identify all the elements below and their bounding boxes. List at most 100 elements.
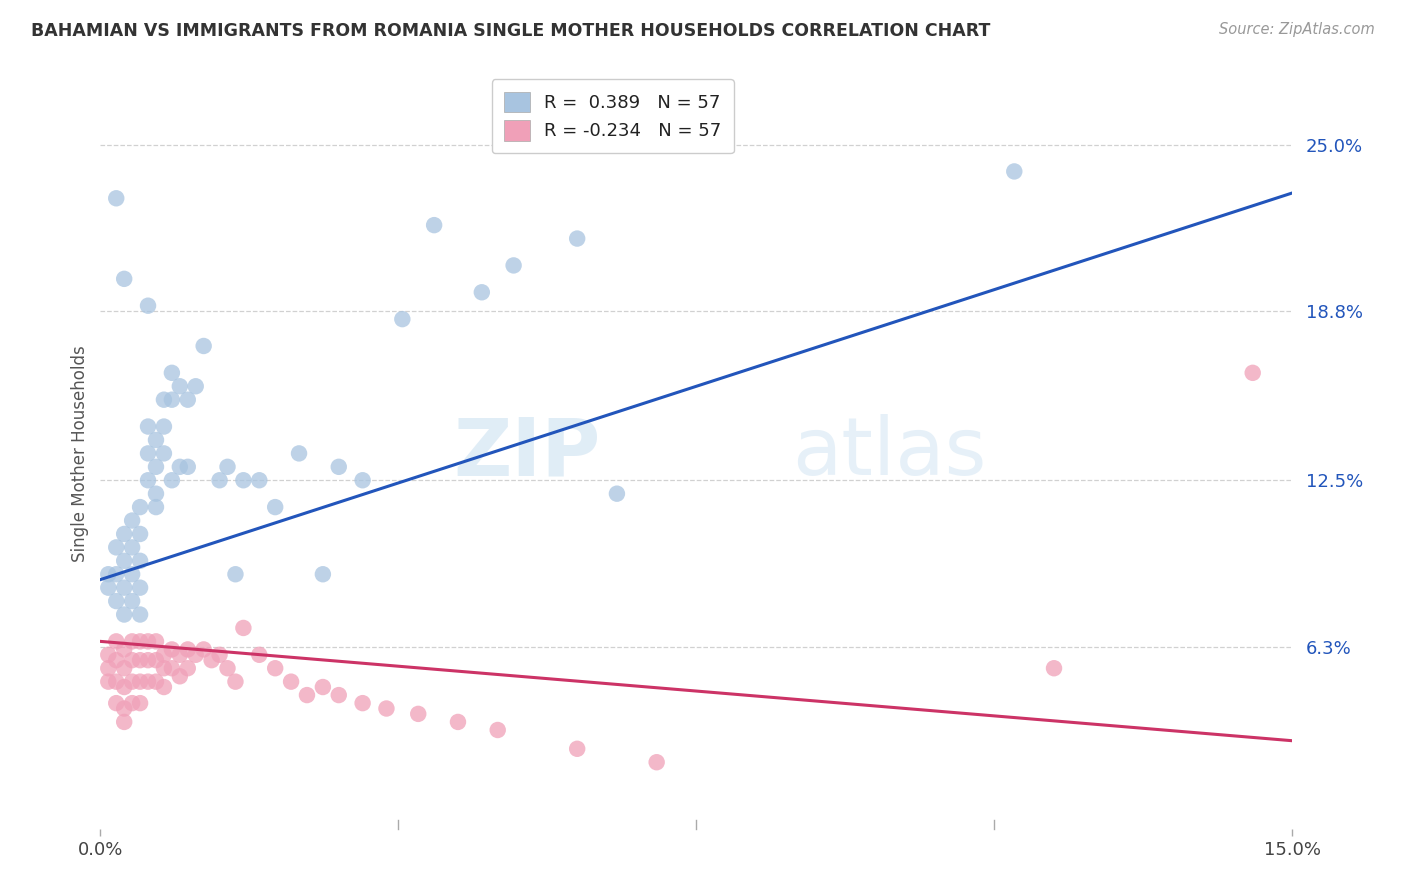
Point bbox=[423, 218, 446, 232]
Text: ZIP: ZIP bbox=[454, 415, 600, 492]
Y-axis label: Single Mother Households: Single Mother Households bbox=[72, 345, 89, 562]
Point bbox=[247, 648, 270, 662]
Point bbox=[295, 688, 318, 702]
Point bbox=[184, 379, 207, 393]
Point bbox=[328, 459, 350, 474]
Point bbox=[1002, 164, 1025, 178]
Point bbox=[145, 634, 167, 648]
Point bbox=[264, 500, 287, 515]
Point bbox=[112, 527, 135, 541]
Point bbox=[112, 714, 135, 729]
Point bbox=[105, 634, 128, 648]
Point bbox=[112, 581, 135, 595]
Point bbox=[169, 669, 191, 683]
Point bbox=[217, 459, 239, 474]
Point bbox=[129, 674, 152, 689]
Point bbox=[177, 459, 200, 474]
Point bbox=[129, 607, 152, 622]
Point bbox=[160, 366, 183, 380]
Point bbox=[136, 419, 159, 434]
Point bbox=[105, 567, 128, 582]
Point bbox=[645, 756, 668, 770]
Point bbox=[112, 554, 135, 568]
Point bbox=[105, 653, 128, 667]
Point bbox=[121, 634, 143, 648]
Point bbox=[153, 392, 176, 407]
Point bbox=[121, 594, 143, 608]
Point bbox=[160, 642, 183, 657]
Point bbox=[184, 648, 207, 662]
Point bbox=[1241, 366, 1264, 380]
Point bbox=[97, 674, 120, 689]
Point bbox=[121, 653, 143, 667]
Point bbox=[136, 299, 159, 313]
Text: BAHAMIAN VS IMMIGRANTS FROM ROMANIA SINGLE MOTHER HOUSEHOLDS CORRELATION CHART: BAHAMIAN VS IMMIGRANTS FROM ROMANIA SING… bbox=[31, 22, 990, 40]
Point bbox=[136, 634, 159, 648]
Point bbox=[160, 473, 183, 487]
Point bbox=[145, 433, 167, 447]
Point bbox=[247, 473, 270, 487]
Point bbox=[97, 648, 120, 662]
Point bbox=[177, 642, 200, 657]
Point bbox=[312, 680, 335, 694]
Point bbox=[447, 714, 470, 729]
Point bbox=[328, 688, 350, 702]
Point bbox=[391, 312, 413, 326]
Point bbox=[567, 741, 589, 756]
Point bbox=[112, 680, 135, 694]
Point bbox=[121, 541, 143, 555]
Point bbox=[502, 259, 524, 273]
Point bbox=[486, 723, 509, 737]
Point bbox=[153, 446, 176, 460]
Point bbox=[352, 473, 374, 487]
Point bbox=[280, 674, 302, 689]
Point bbox=[224, 567, 246, 582]
Point bbox=[121, 696, 143, 710]
Point bbox=[136, 473, 159, 487]
Point bbox=[145, 500, 167, 515]
Point bbox=[136, 674, 159, 689]
Point bbox=[145, 674, 167, 689]
Point bbox=[97, 661, 120, 675]
Point bbox=[136, 446, 159, 460]
Point bbox=[606, 486, 628, 500]
Point bbox=[232, 473, 254, 487]
Point bbox=[567, 231, 589, 245]
Point bbox=[105, 541, 128, 555]
Point bbox=[160, 392, 183, 407]
Point bbox=[129, 653, 152, 667]
Point bbox=[105, 191, 128, 205]
Point bbox=[264, 661, 287, 675]
Point bbox=[193, 642, 215, 657]
Point bbox=[121, 514, 143, 528]
Point bbox=[201, 653, 224, 667]
Legend: R =  0.389   N = 57, R = -0.234   N = 57: R = 0.389 N = 57, R = -0.234 N = 57 bbox=[492, 79, 734, 153]
Point bbox=[112, 272, 135, 286]
Point bbox=[121, 567, 143, 582]
Point bbox=[177, 392, 200, 407]
Point bbox=[208, 648, 231, 662]
Point bbox=[129, 634, 152, 648]
Point bbox=[145, 459, 167, 474]
Point bbox=[160, 661, 183, 675]
Point bbox=[112, 661, 135, 675]
Point bbox=[97, 567, 120, 582]
Point bbox=[121, 674, 143, 689]
Point bbox=[105, 696, 128, 710]
Point bbox=[312, 567, 335, 582]
Point bbox=[129, 527, 152, 541]
Point bbox=[406, 706, 429, 721]
Point bbox=[129, 554, 152, 568]
Text: atlas: atlas bbox=[792, 415, 986, 492]
Point bbox=[105, 674, 128, 689]
Point bbox=[153, 680, 176, 694]
Point bbox=[145, 486, 167, 500]
Point bbox=[1043, 661, 1066, 675]
Point bbox=[471, 285, 494, 300]
Point bbox=[97, 581, 120, 595]
Point bbox=[169, 379, 191, 393]
Point bbox=[232, 621, 254, 635]
Point bbox=[112, 607, 135, 622]
Point bbox=[129, 581, 152, 595]
Point bbox=[105, 594, 128, 608]
